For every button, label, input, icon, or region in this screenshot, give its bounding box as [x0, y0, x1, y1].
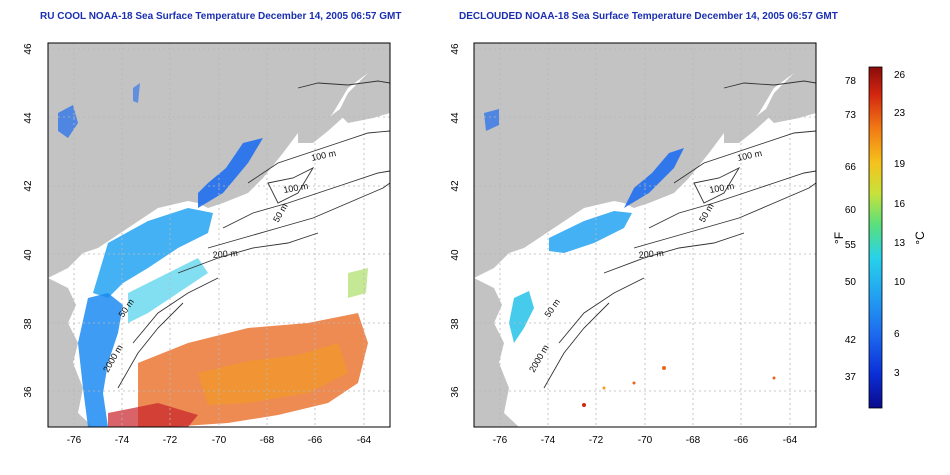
- left-x-tick-3: -72: [163, 435, 178, 446]
- colorbar-c-unit: °C: [913, 231, 927, 245]
- left-contour-label-4: 200 m: [212, 248, 238, 260]
- right-land-nova-scotia: [724, 93, 792, 143]
- right-contours: [543, 80, 817, 389]
- c-tick-1: 26: [894, 70, 906, 81]
- left-y-tick-1: 36: [23, 386, 34, 398]
- left-map-border: [47, 42, 391, 428]
- colorbar-f-unit: °F: [832, 232, 846, 244]
- f-tick-6: 50: [845, 277, 857, 288]
- right-x-tick-4: -70: [638, 435, 653, 446]
- right-land-southwest: [474, 278, 519, 427]
- c-tick-5: 13: [894, 238, 906, 249]
- left-map-frame: 100 m 100 m 50 m 200 m 50 m 2000 m: [47, 42, 391, 428]
- colorbar-f-ticks: 78 73 66 60 55 50 42 37: [845, 76, 857, 383]
- left-x-axis: -76 -74 -72 -70 -68 -66 -64: [67, 435, 372, 446]
- right-map-border: [473, 42, 817, 428]
- right-map-frame: 100 m 100 m 50 m 200 m 50 m 2000 m: [473, 42, 817, 428]
- left-x-tick-5: -68: [260, 435, 275, 446]
- f-tick-4: 60: [845, 205, 857, 216]
- left-y-tick-6: 46: [23, 43, 34, 55]
- right-y-axis: 36 38 40 42 44 46: [450, 43, 461, 398]
- right-x-tick-6: -66: [734, 435, 749, 446]
- left-land-nova-scotia: [298, 93, 366, 143]
- left-panel-title: RU COOL NOAA-18 Sea Surface Temperature …: [40, 11, 402, 22]
- left-x-tick-1: -76: [67, 435, 82, 446]
- left-y-tick-4: 42: [23, 180, 34, 192]
- c-tick-8: 3: [894, 368, 900, 379]
- colorbar-gradient: [868, 66, 883, 409]
- right-panel-title: DECLOUDED NOAA-18 Sea Surface Temperatur…: [459, 11, 838, 22]
- left-y-tick-5: 44: [23, 112, 34, 124]
- c-tick-4: 16: [894, 199, 906, 210]
- right-y-tick-1: 36: [450, 386, 461, 398]
- left-x-tick-7: -64: [357, 435, 372, 446]
- c-tick-6: 10: [894, 277, 906, 288]
- c-tick-2: 23: [894, 108, 906, 119]
- right-y-tick-3: 40: [450, 249, 461, 261]
- right-x-tick-2: -74: [541, 435, 556, 446]
- left-land-southwest: [48, 278, 93, 427]
- c-tick-3: 19: [894, 159, 906, 170]
- right-y-tick-2: 38: [450, 318, 461, 330]
- left-y-axis: 36 38 40 42 44 46: [23, 43, 34, 398]
- right-y-tick-4: 42: [450, 180, 461, 192]
- left-land-north: [48, 43, 390, 278]
- left-y-tick-2: 38: [23, 318, 34, 330]
- right-contour-label-4: 200 m: [638, 248, 664, 260]
- f-tick-1: 78: [845, 76, 857, 87]
- left-sst-overlay: [58, 83, 368, 427]
- left-x-tick-2: -74: [115, 435, 130, 446]
- right-x-tick-1: -76: [493, 435, 508, 446]
- right-contour-label-2: 100 m: [709, 181, 735, 195]
- f-tick-3: 66: [845, 162, 857, 173]
- left-contour-label-2: 100 m: [283, 181, 309, 195]
- left-y-tick-3: 40: [23, 249, 34, 261]
- f-tick-2: 73: [845, 110, 857, 121]
- f-tick-5: 55: [845, 240, 857, 251]
- right-x-tick-5: -68: [686, 435, 701, 446]
- c-tick-7: 6: [894, 329, 900, 340]
- right-x-tick-7: -64: [783, 435, 798, 446]
- left-grid: [48, 43, 390, 427]
- left-x-tick-6: -66: [308, 435, 323, 446]
- right-x-axis: -76 -74 -72 -70 -68 -66 -64: [493, 435, 798, 446]
- right-grid: [474, 43, 816, 427]
- left-contours: [117, 80, 391, 389]
- right-y-tick-6: 46: [450, 43, 461, 55]
- colorbar-c-ticks: 26 23 19 16 13 10 6 3: [894, 70, 906, 379]
- right-y-tick-5: 44: [450, 112, 461, 124]
- left-x-tick-4: -70: [212, 435, 227, 446]
- right-sst-overlay: [484, 109, 776, 407]
- right-land-north: [474, 43, 816, 278]
- f-tick-8: 37: [845, 372, 857, 383]
- right-x-tick-3: -72: [589, 435, 604, 446]
- f-tick-7: 42: [845, 335, 857, 346]
